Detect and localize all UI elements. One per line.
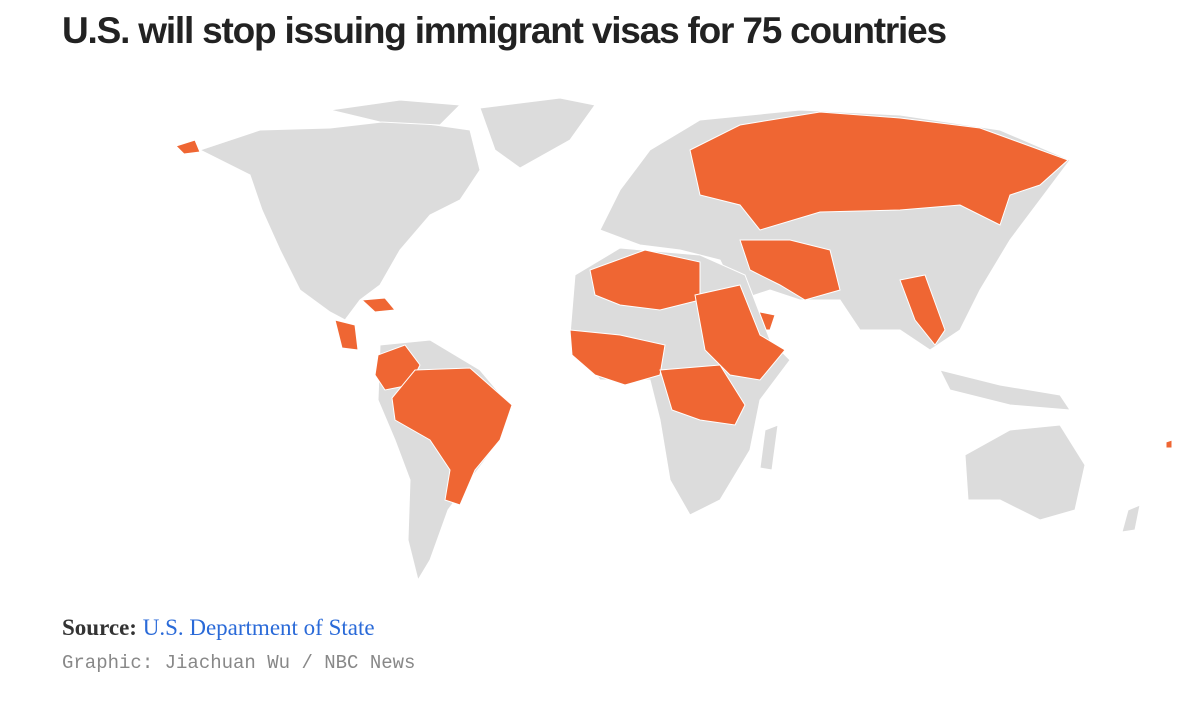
source-link[interactable]: U.S. Department of State — [142, 615, 375, 640]
credit: Graphic: Jiachuan Wu / NBC News — [62, 652, 416, 674]
highlighted-country — [589, 249, 701, 311]
highlighted-country — [694, 284, 786, 381]
title: U.S. will stop issuing immigrant visas f… — [62, 10, 947, 51]
highlighted-country — [1165, 439, 1173, 449]
highlighted-country — [569, 329, 666, 386]
north-america — [198, 119, 481, 321]
highlighted-country — [659, 364, 746, 426]
highlighted-country — [689, 111, 1069, 231]
highlighted-country — [391, 367, 513, 506]
canada-islands — [329, 99, 462, 126]
australia — [964, 424, 1086, 521]
indonesia — [939, 369, 1071, 411]
source-label: Source: — [62, 615, 137, 640]
new-zealand — [1121, 504, 1141, 533]
highlighted-country — [334, 319, 359, 351]
world-map — [175, 97, 1173, 582]
madagascar — [759, 424, 779, 471]
highlighted-country — [360, 297, 396, 313]
highlighted-country — [899, 274, 946, 346]
source-line: Source: U.S. Department of State — [62, 615, 375, 641]
highlighted-country — [739, 239, 841, 301]
highlighted-country — [175, 139, 201, 155]
greenland — [479, 97, 596, 169]
